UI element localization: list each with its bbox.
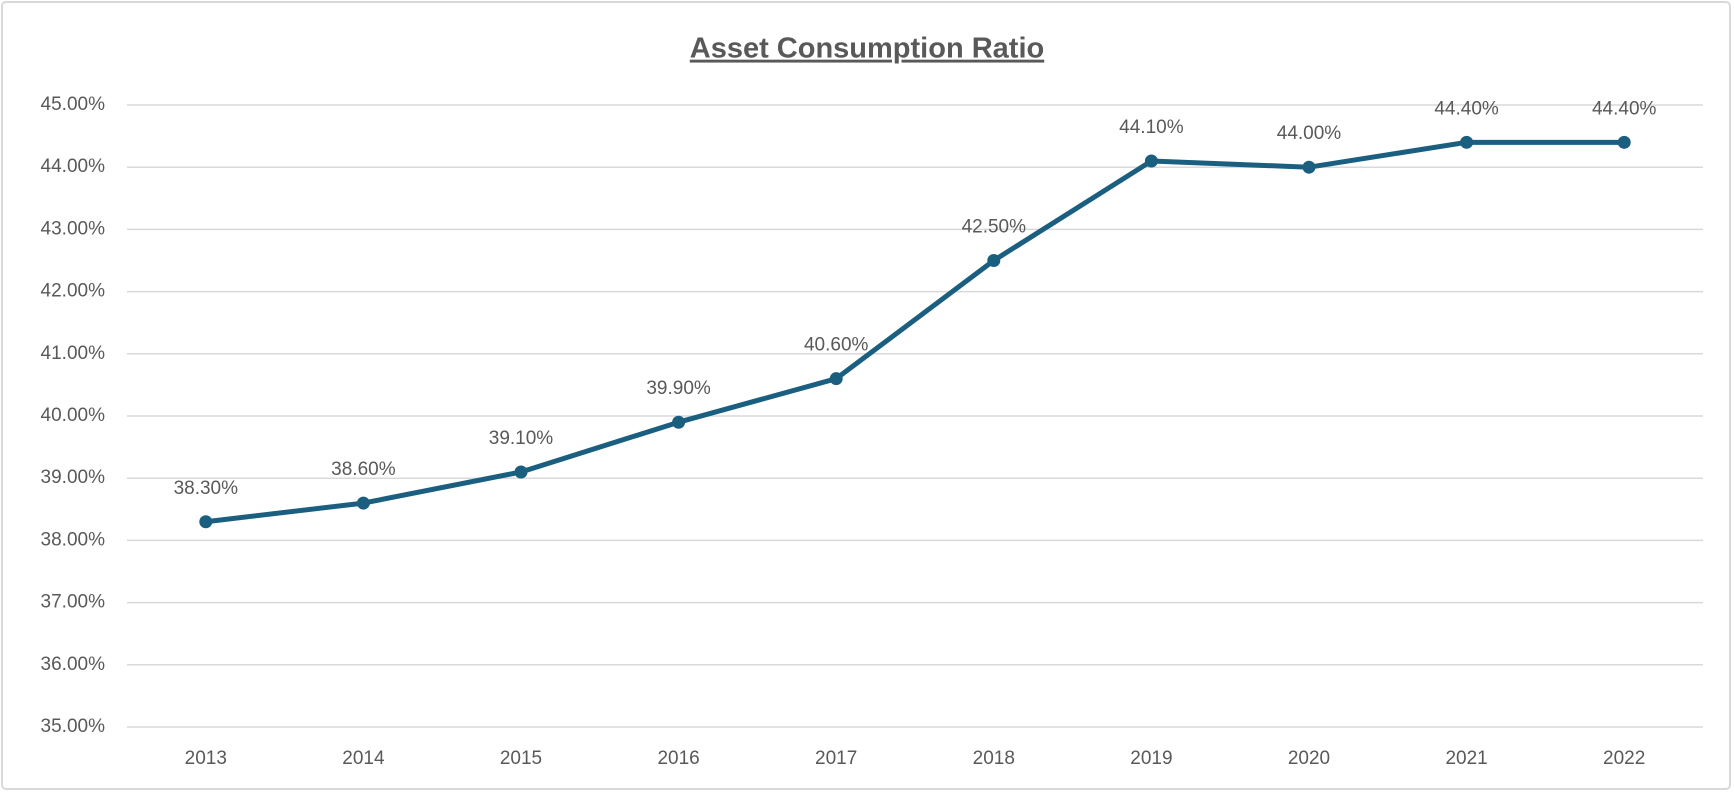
point [1302, 160, 1316, 174]
data-label: 39.10% [489, 428, 554, 449]
y-tick-label: 38.00% [41, 529, 106, 550]
y-tick-label: 40.00% [41, 405, 106, 426]
y-tick-label: 42.00% [41, 281, 106, 302]
y-tick-label: 37.00% [41, 592, 106, 613]
x-tick-label: 2016 [657, 748, 699, 769]
point [829, 372, 843, 386]
x-tick-label: 2022 [1603, 748, 1645, 769]
point [1460, 135, 1474, 149]
point [514, 465, 528, 479]
y-tick-label: 35.00% [41, 716, 106, 737]
y-tick-label: 45.00% [41, 94, 106, 115]
y-tick-label: 44.00% [41, 156, 106, 177]
point [199, 515, 213, 529]
y-tick-label: 43.00% [41, 218, 106, 239]
data-label: 40.60% [804, 335, 869, 356]
y-tick-label: 39.00% [41, 467, 106, 488]
x-tick-label: 2014 [342, 748, 385, 769]
point [356, 496, 370, 510]
x-tick-label: 2013 [185, 748, 227, 769]
point [672, 415, 686, 429]
point [1144, 154, 1158, 168]
data-label: 38.60% [331, 459, 396, 480]
x-tick-label: 2015 [500, 748, 542, 769]
y-tick-label: 36.00% [41, 654, 106, 675]
x-tick-label: 2018 [973, 748, 1015, 769]
data-label: 44.00% [1277, 123, 1342, 144]
data-label: 44.40% [1592, 98, 1657, 119]
x-tick-label: 2019 [1130, 748, 1172, 769]
point [1617, 135, 1631, 149]
chart-title: Asset Consumption Ratio [690, 33, 1044, 65]
data-label: 38.30% [174, 478, 239, 499]
data-label: 42.50% [962, 217, 1027, 238]
x-tick-label: 2017 [815, 748, 857, 769]
data-label: 44.10% [1119, 117, 1184, 138]
point [987, 254, 1001, 267]
data-label: 39.90% [646, 378, 711, 399]
data-label: 44.40% [1434, 98, 1499, 119]
line [203, 139, 1627, 525]
y-tick-label: 41.00% [41, 343, 106, 364]
x-tick-label: 2021 [1445, 748, 1487, 769]
x-tick-label: 2020 [1288, 748, 1330, 769]
